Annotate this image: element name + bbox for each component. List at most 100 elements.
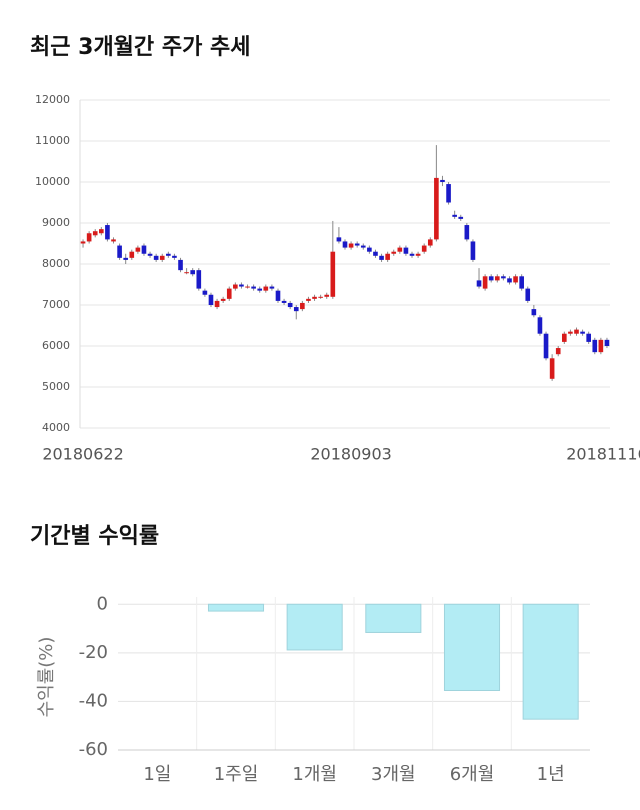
y-tick-label: -40 (79, 690, 108, 711)
x-tick-label: 1주일 (214, 764, 259, 785)
candle-body (385, 253, 390, 260)
candle-body (105, 225, 110, 240)
candle-body (92, 231, 98, 236)
candle-body (239, 284, 244, 287)
candle-body (379, 255, 384, 260)
bar (286, 603, 343, 651)
y-tick-label: 9000 (42, 216, 70, 229)
candle-body (604, 339, 610, 346)
candle-body (220, 298, 226, 301)
candle-body (159, 255, 165, 260)
candle-body (324, 294, 330, 297)
candle-body (543, 333, 549, 359)
candle-body (123, 257, 129, 260)
candle-body (537, 317, 543, 334)
chart-title: 기간별 수익률 (30, 524, 159, 549)
candle-body (513, 276, 518, 283)
x-tick-label: 20180622 (42, 445, 123, 464)
candle-body (336, 237, 342, 242)
y-tick-label: 10000 (35, 175, 70, 188)
y-tick-label: 11000 (35, 134, 70, 147)
candle-body (208, 294, 214, 305)
bar (365, 603, 422, 633)
y-tick-label: 8000 (42, 257, 70, 270)
candle-body (397, 247, 403, 252)
candle-body (464, 225, 470, 240)
candle-body (129, 251, 135, 258)
candle-body (166, 253, 171, 256)
candle-body (312, 296, 317, 299)
candle-body (519, 276, 524, 289)
bar (522, 603, 579, 720)
candle-body (117, 245, 122, 258)
candle-body (269, 286, 275, 289)
y-tick-label: 4000 (42, 421, 70, 434)
candle-body (494, 276, 500, 281)
candle-body (263, 286, 269, 291)
candle-body (568, 331, 573, 334)
candle-body (476, 280, 482, 287)
candle-body (293, 307, 299, 312)
candle-body (141, 245, 147, 254)
candle-body (391, 251, 397, 254)
candle-body (147, 253, 153, 256)
candle-body (470, 241, 476, 260)
candle-body (178, 259, 183, 271)
candle-body (226, 288, 232, 299)
candle-body (153, 255, 159, 260)
x-tick-label: 20180903 (310, 445, 391, 464)
candle-body (99, 229, 104, 234)
candle-body (111, 239, 116, 242)
candle-body (257, 288, 263, 291)
y-tick-label: 6000 (42, 339, 70, 352)
y-tick-label: 7000 (42, 298, 70, 311)
candle-body (482, 276, 488, 289)
candle-body (501, 276, 506, 279)
x-tick-label: 1개월 (292, 764, 337, 785)
candle-body (275, 290, 281, 301)
candle-body (452, 214, 457, 217)
candle-body (561, 333, 567, 342)
candle-body (488, 276, 494, 281)
candle-body (440, 179, 445, 182)
candle-body (367, 247, 372, 252)
candle-body (415, 253, 421, 256)
candle-body (549, 358, 555, 379)
candle-body (360, 245, 366, 248)
candle-body (580, 331, 585, 334)
candle-body (202, 290, 208, 295)
x-tick-label: 3개월 (371, 764, 416, 785)
candle-body (555, 348, 561, 355)
y-tick-label: 0 (97, 593, 108, 614)
candle-body (507, 278, 512, 283)
y-tick-label: -20 (79, 642, 108, 663)
candle-body (403, 247, 409, 254)
candle-body (330, 251, 336, 297)
candle-body (342, 241, 348, 248)
y-tick-label: 12000 (35, 93, 70, 106)
x-tick-label: 6개월 (450, 764, 495, 785)
candle-body (135, 247, 141, 252)
candle-body (598, 339, 604, 353)
candle-body (373, 251, 378, 256)
bar (443, 603, 501, 691)
candle-body (172, 255, 177, 258)
bar (207, 603, 265, 612)
x-tick-label: 1일 (143, 764, 171, 785)
candle-body (233, 284, 238, 289)
candle-body (446, 184, 451, 203)
y-axis-label: 수익률(%) (36, 637, 57, 718)
candle-body (318, 296, 323, 298)
candle-body (300, 302, 305, 310)
candle-body (86, 233, 92, 242)
candle-body (306, 298, 311, 301)
chart-title: 최근 3개월간 주가 추세 (30, 35, 250, 60)
y-tick-label: -60 (79, 739, 108, 760)
candle-body (592, 339, 598, 353)
candle-body (458, 216, 464, 219)
candle-body (586, 333, 591, 342)
candle-body (80, 241, 86, 244)
candle-body (287, 302, 293, 308)
candle-body (354, 243, 360, 246)
